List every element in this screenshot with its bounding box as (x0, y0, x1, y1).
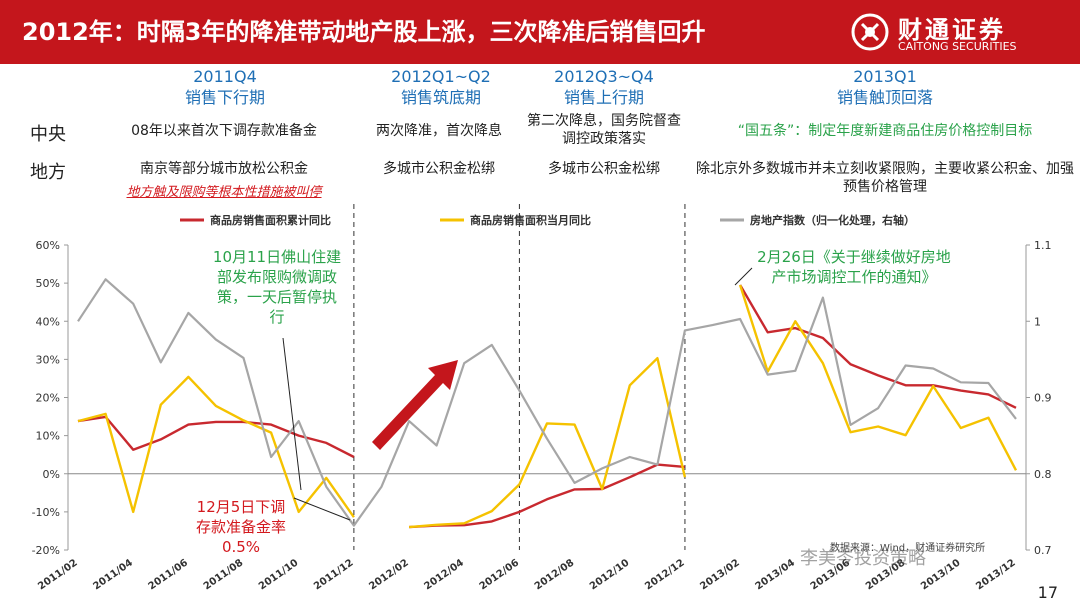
central-note-1: 08年以来首次下调存款准备金 (131, 123, 317, 139)
annotation-notice: 2月26日《关于继续做好房地产市场调控工作的通知》 (754, 247, 954, 287)
series-lines (77, 278, 1018, 529)
y-left-tick-label: 20% (36, 392, 60, 405)
x-tick-label: 2011/10 (257, 557, 301, 592)
central-note-2: 两次降准，首次降息 (376, 123, 502, 139)
period-name: 销售触顶回落 (836, 88, 933, 107)
period-heading-2: 2012Q1~Q2 销售筑底期 (356, 66, 526, 108)
y-left-tick-label: -10% (32, 506, 60, 519)
x-tick-label: 2011/08 (202, 557, 246, 592)
y-left-tick-label: 0% (43, 468, 60, 481)
x-tick-label: 2012/04 (422, 557, 466, 592)
y-right-tick-label: 0.7 (1034, 544, 1052, 557)
local-note-3: 多城市公积金松绑 (548, 161, 660, 177)
company-logo: 财通证券 CAITONG SECURITIES (850, 8, 1060, 58)
pointer-line-rrr (293, 497, 351, 521)
sales-chart: -20% -10% 0% 10% 20% 30% 40% 50% 60% 0.7 0.8 0.9 1 1.… (32, 200, 1052, 593)
x-tick-label: 2012/02 (367, 557, 411, 592)
annotation-rrr-cut: 12月5日下调存款准备金率0.5% (196, 497, 287, 557)
period-dividers (353, 200, 686, 550)
y-left-tick-label: 40% (36, 315, 60, 328)
x-tick-label: 2012/12 (643, 557, 687, 592)
annotation-foshan: 10月11日佛山住建部发布限购微调政策，一天后暂停执行 (210, 247, 344, 327)
x-tick-label: 2013/02 (698, 557, 742, 592)
y-right-tick-label: 1.1 (1034, 239, 1052, 252)
y-left-tick-label: 50% (36, 277, 60, 290)
slide-title: 2012年：时隔3年的降准带动地产股上涨，三次降准后销售回升 (22, 18, 706, 46)
legend-label-1: 商品房销售面积累计同比 (210, 213, 331, 227)
local-note-2: 多城市公积金松绑 (383, 161, 495, 177)
series-line-3 (77, 278, 1017, 527)
period-code: 2013Q1 (853, 67, 917, 86)
y-left-tick-label: 10% (36, 430, 60, 443)
x-tick-label: 2013/12 (974, 557, 1018, 592)
y-right-tick-label: 0.9 (1034, 392, 1052, 405)
legend-label-2: 商品房销售面积当月同比 (470, 213, 591, 227)
series-line-1 (77, 284, 1017, 529)
caitong-logo-icon (851, 13, 889, 51)
pointer-line-foshan (282, 337, 302, 491)
annotation-arrows (282, 267, 753, 521)
x-tick-label: 2011/12 (312, 557, 356, 592)
y-left-tick-label: 60% (36, 239, 60, 252)
central-note-4: “国五条”：制定年度新建商品住房价格控制目标 (737, 123, 1033, 139)
local-note-1: 南京等部分城市放松公积金 (140, 161, 308, 177)
y-left-tick-label: -20% (32, 544, 60, 557)
period-code: 2012Q1~Q2 (391, 67, 491, 86)
trend-up-arrow (372, 360, 458, 450)
logo-english-name: CAITONG SECURITIES (898, 40, 1017, 53)
x-tick-label: 2013/04 (754, 557, 798, 592)
x-tick-label: 2011/06 (147, 557, 191, 592)
period-name: 销售上行期 (563, 88, 644, 107)
period-heading-1: 2011Q4 销售下行期 (110, 66, 340, 108)
period-name: 销售筑底期 (400, 88, 481, 107)
y-left-tick-label: 30% (36, 353, 60, 366)
x-tick-label: 2011/02 (36, 557, 80, 592)
x-tick-label: 2012/06 (478, 557, 522, 592)
watermark: 李美岑投资策略 (800, 548, 926, 569)
series-line-2 (77, 284, 1018, 529)
local-highlight-note: 地方触及限购等根本性措施被叫停 (126, 185, 322, 200)
period-heading-3: 2012Q3~Q4 销售上行期 (522, 66, 686, 108)
header-banner: 2012年：时隔3年的降准带动地产股上涨，三次降准后销售回升 财通证券 CAIT… (0, 0, 1080, 64)
period-code: 2012Q3~Q4 (554, 67, 654, 86)
local-note-4: 除北京外多数城市并未立刻收紧限购，主要收紧公积金、加强预售价格管理 (696, 161, 1074, 195)
page-number: 17 (1037, 583, 1058, 602)
row-label-central: 中央 (30, 124, 66, 145)
period-code: 2011Q4 (193, 67, 257, 86)
central-note-3: 第二次降息，国务院督查调控政策落实 (527, 113, 681, 147)
period-heading-4: 2013Q1 销售触顶回落 (690, 66, 1080, 108)
y-right-tick-label: 1 (1034, 315, 1041, 328)
x-tick-label: 2012/08 (533, 557, 577, 592)
legend-label-3: 房地产指数（归一化处理，右轴） (750, 213, 915, 227)
row-label-local: 地方 (30, 162, 66, 183)
y-right-tick-label: 0.8 (1034, 468, 1052, 481)
x-tick-label: 2011/04 (91, 557, 135, 592)
x-tick-label: 2012/10 (588, 557, 632, 592)
logo-chinese-name: 财通证券 (898, 16, 1006, 44)
period-name: 销售下行期 (184, 88, 265, 107)
chart-legend: 商品房销售面积累计同比 商品房销售面积当月同比 房地产指数（归一化处理，右轴） (180, 213, 915, 227)
pointer-line-notice (734, 267, 753, 286)
data-source: 数据来源：Wind，财通证券研究所 (830, 543, 986, 554)
